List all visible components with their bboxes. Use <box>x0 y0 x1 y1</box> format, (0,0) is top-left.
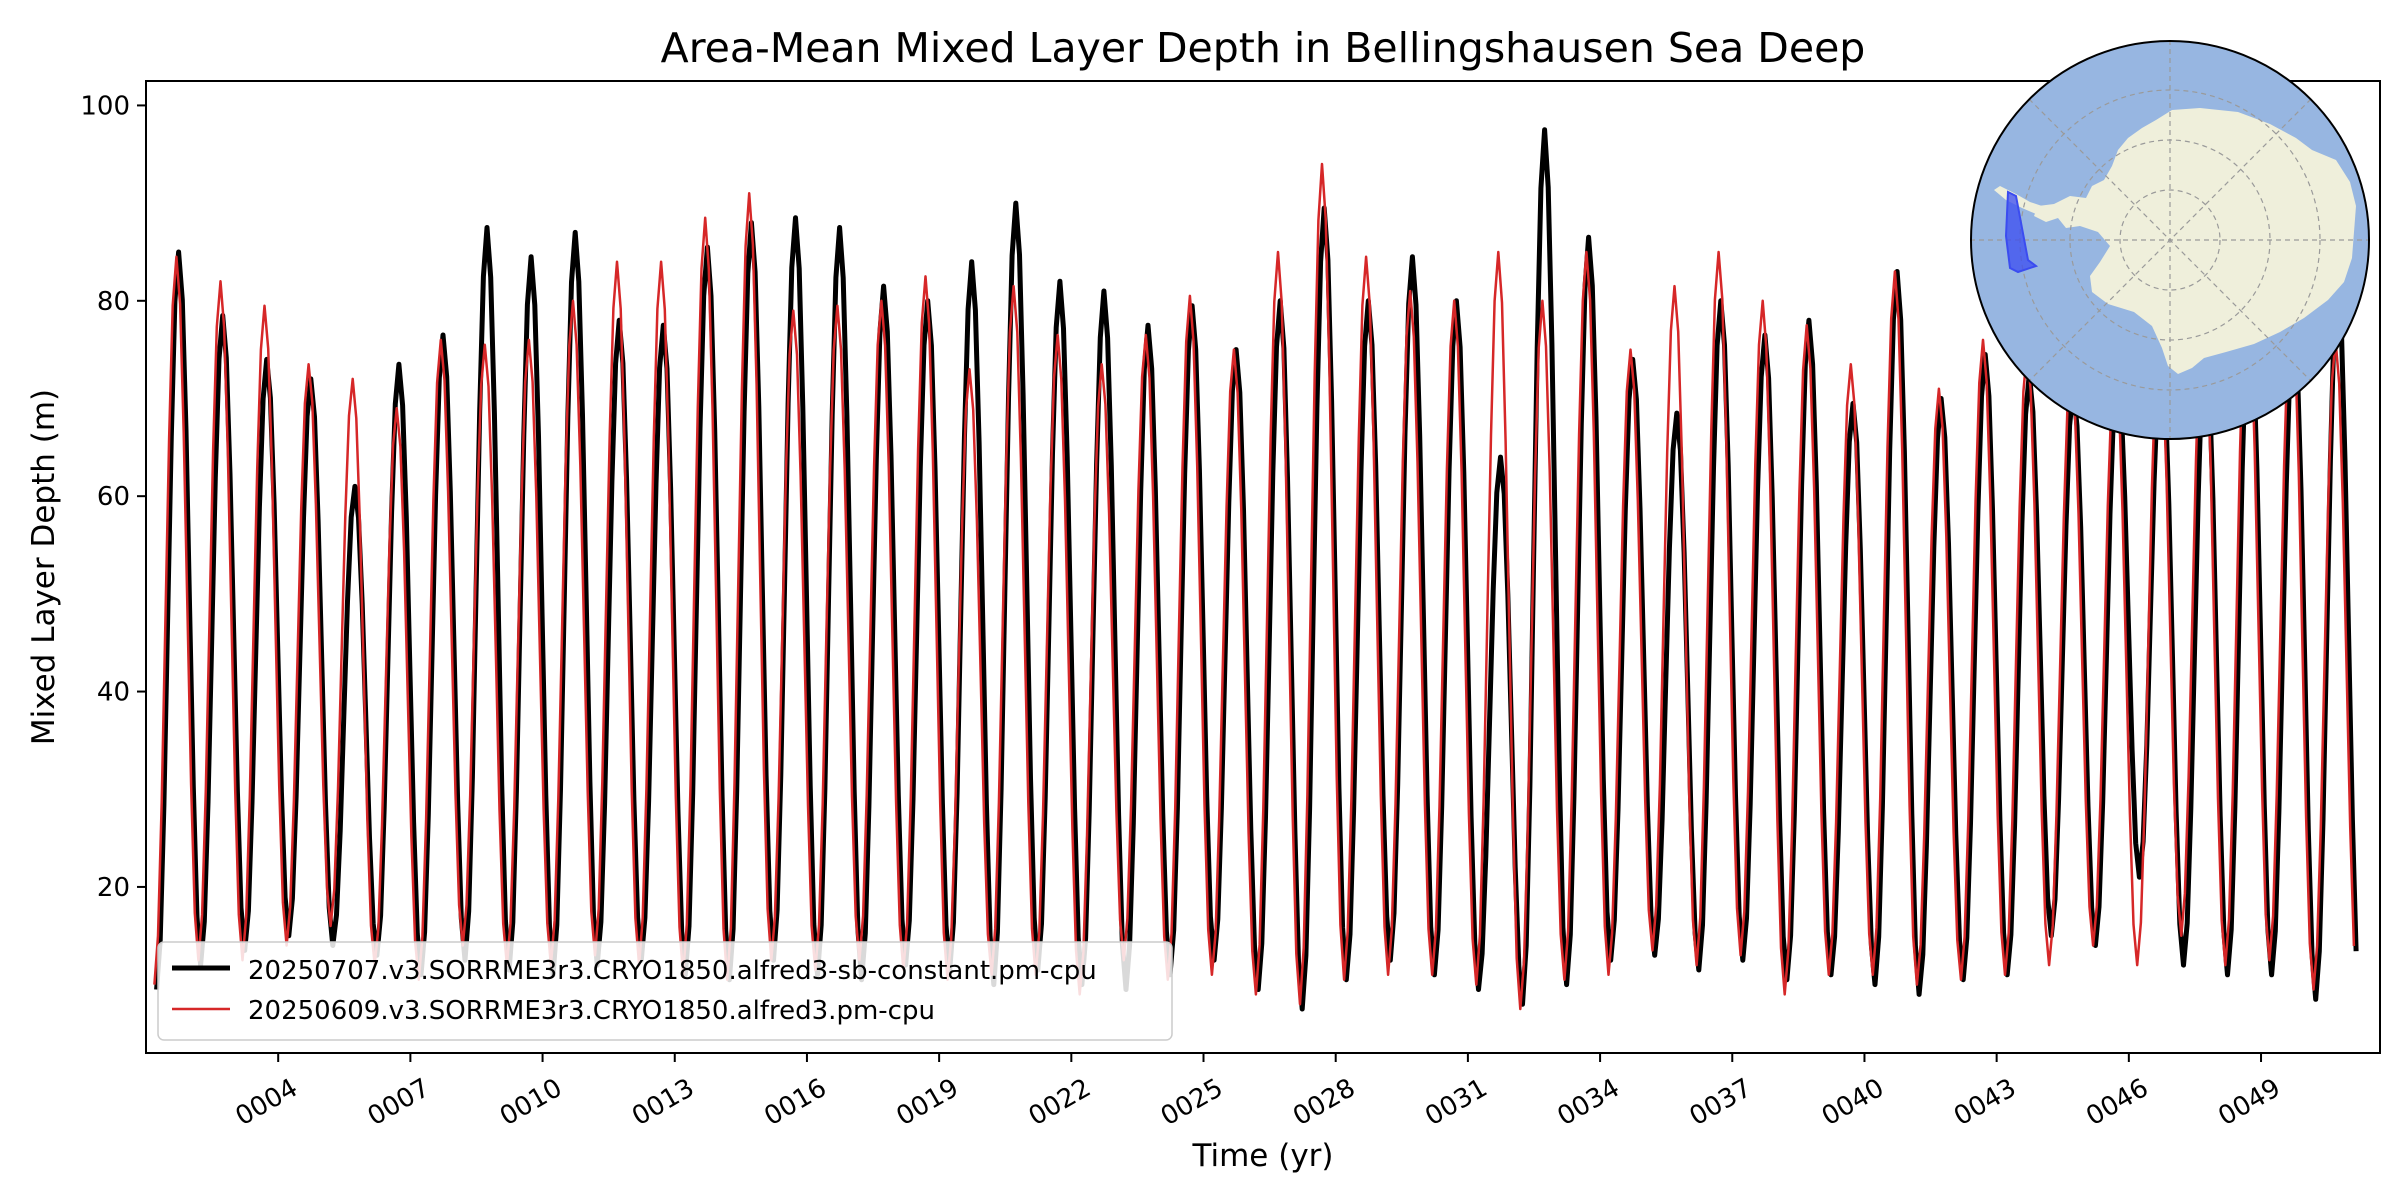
y-tick-label: 20 <box>97 873 130 903</box>
y-tick-label: 80 <box>97 287 130 317</box>
x-tick-label: 0043 <box>1949 1073 2021 1132</box>
x-tick-label: 0031 <box>1420 1073 1492 1132</box>
x-tick-label: 0028 <box>1288 1073 1360 1132</box>
x-tick-label: 0004 <box>231 1073 303 1132</box>
antarctica-inset-map <box>1970 40 2370 440</box>
map-peninsula <box>1994 186 2042 214</box>
plot-frame <box>145 80 2381 1054</box>
legend-box <box>157 941 1173 1041</box>
x-tick-label: 0046 <box>2081 1073 2153 1132</box>
x-tick-label: 0019 <box>892 1073 964 1132</box>
x-tick-label: 0022 <box>1024 1073 1096 1132</box>
y-tick-label: 100 <box>80 91 130 121</box>
x-tick-label: 0007 <box>363 1073 435 1132</box>
map-graticule <box>1971 41 2369 439</box>
chart-title: Area-Mean Mixed Layer Depth in Bellingsh… <box>661 24 1866 72</box>
x-tick-label: 0016 <box>759 1073 831 1132</box>
map-antarctica-land <box>2034 108 2356 374</box>
x-tick-label: 0034 <box>1552 1073 1624 1132</box>
x-axis-label: Time (yr) <box>1192 1138 1334 1174</box>
y-tick-label: 60 <box>97 482 130 512</box>
x-tick-label: 0025 <box>1156 1073 1228 1132</box>
x-axis: 0004 0007 0010 0013 0016 0019 0022 0025 0028 0031… <box>231 1053 2286 1132</box>
map-border <box>1970 40 2370 440</box>
y-axis: 20 40 60 80 100 <box>80 91 146 903</box>
series-line-alfred3 <box>153 162 2356 1011</box>
x-tick-label: 0037 <box>1685 1073 1757 1132</box>
legend-label-1: 20250609.v3.SORRME3r3.CRYO1850.alfred3.p… <box>248 996 935 1026</box>
y-axis-label: Mixed Layer Depth (m) <box>26 389 62 745</box>
legend: 20250707.v3.SORRME3r3.CRYO1850.alfred3-s… <box>157 941 1173 1041</box>
x-tick-label: 0010 <box>495 1073 567 1132</box>
legend-label-0: 20250707.v3.SORRME3r3.CRYO1850.alfred3-s… <box>248 956 1097 986</box>
x-tick-label: 0049 <box>2213 1073 2285 1132</box>
map-region-bellingshausen-deep <box>2004 190 2039 274</box>
x-tick-label: 0040 <box>1817 1073 1889 1132</box>
series-layer <box>153 127 2359 1012</box>
y-tick-label: 40 <box>97 678 130 708</box>
plot-area <box>153 127 2359 1012</box>
x-tick-label: 0013 <box>627 1073 699 1132</box>
